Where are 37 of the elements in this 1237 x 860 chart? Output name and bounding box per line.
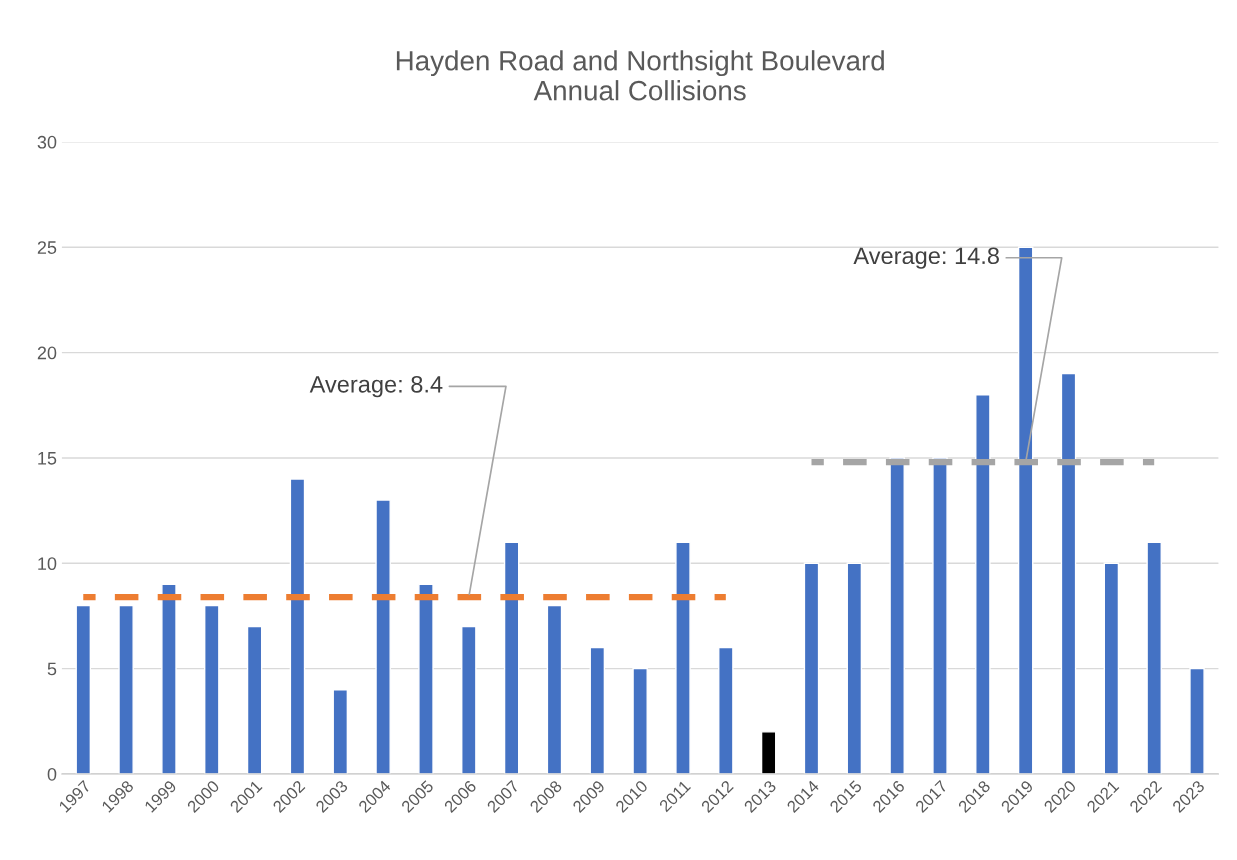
bar [375,499,391,774]
y-tick-label: 30 [37,135,57,149]
bar [461,625,477,774]
bar [332,689,349,774]
y-tick-label: 15 [38,452,57,465]
bar [118,604,134,774]
bar [503,541,520,774]
bar [675,541,691,774]
y-tick-label: 0 [47,767,57,781]
y-tick-label: 20 [37,346,57,360]
y-tick-label: 5 [47,662,57,676]
bar [932,457,948,774]
bar [1103,562,1120,774]
bar [889,457,905,774]
chart-title: Hayden Road and Northsight Boulevard Annual Collisions [396,50,884,101]
bar [289,478,306,774]
y-tick-label: 25 [37,241,57,254]
bar [975,394,991,774]
annotation: Average: 14.8 [853,247,999,269]
bar [760,731,777,774]
bar [589,646,606,774]
bar [1146,541,1162,774]
bar [803,562,820,774]
annotation: Average: 8.4 [309,375,443,398]
bar [1017,246,1034,774]
bar [246,625,263,774]
bar [546,604,563,774]
bar [846,562,863,774]
bar [1060,372,1077,774]
bar [718,646,734,774]
bar [1189,667,1205,774]
bar [161,583,177,774]
bar [418,583,434,774]
y-tick-label: 10 [38,557,57,571]
bar [75,604,92,774]
bar [632,667,648,774]
bar [204,604,220,774]
